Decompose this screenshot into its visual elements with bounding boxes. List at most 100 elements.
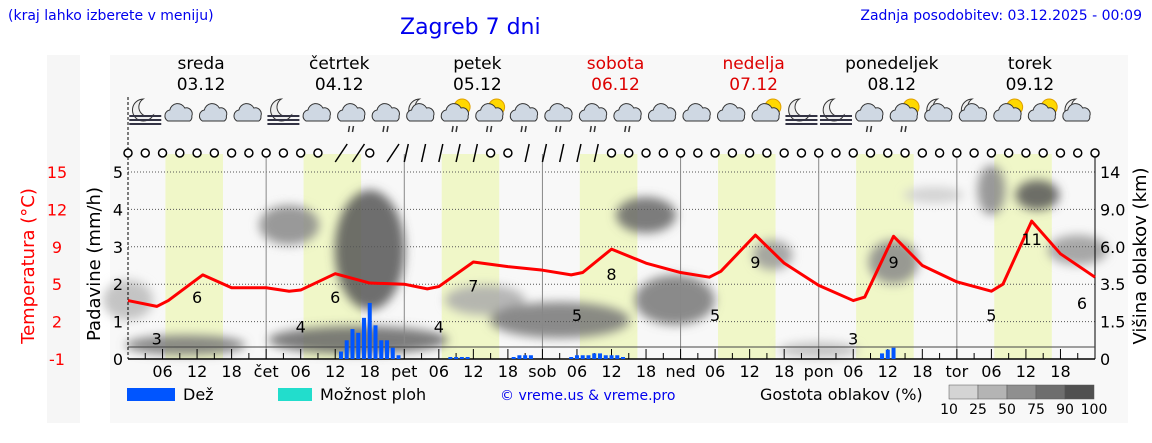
wind-calm-icon — [313, 148, 323, 158]
x-tick-label: 18 — [636, 362, 656, 381]
cloud-icon — [682, 103, 711, 122]
day-name: torek — [1008, 54, 1052, 74]
wind-calm-icon — [123, 148, 133, 158]
wind-calm-icon — [693, 148, 703, 158]
sun-cloud-icon — [1027, 98, 1058, 122]
wind-calm-icon — [365, 148, 375, 158]
rain-bar — [361, 317, 366, 359]
rain-bar — [569, 357, 574, 359]
rain-bar — [621, 357, 626, 359]
cloud-density-area — [444, 285, 525, 315]
x-tick-label: čet — [254, 362, 279, 381]
daylight-band — [165, 154, 223, 359]
temp-label: 9 — [750, 253, 760, 272]
rain-bar — [379, 340, 384, 359]
cloud-rain-icon — [371, 103, 400, 133]
temperature-line — [127, 219, 1096, 308]
wind-barb — [420, 143, 427, 163]
sun-cloud-rain-icon — [475, 98, 506, 133]
wind-calm-icon — [917, 148, 928, 158]
x-tick-label: 18 — [360, 362, 380, 381]
rain-bar — [528, 355, 533, 359]
cloud-icon — [647, 103, 677, 122]
wind-barb — [334, 143, 348, 163]
temp-label: 8 — [606, 265, 616, 284]
day-name: sobota — [587, 54, 645, 74]
x-tick-label: 12 — [878, 362, 898, 381]
cloud-density-swatch — [1035, 384, 1066, 400]
wind-calm-icon — [779, 148, 789, 158]
rain-bar — [592, 353, 597, 359]
x-tick-label: 18 — [1050, 362, 1070, 381]
x-tick-label: 06 — [981, 362, 1001, 381]
wind-calm-icon — [727, 148, 738, 158]
rain-bar — [574, 355, 579, 359]
cloud-density-area — [634, 275, 715, 325]
day-date: 09.12 — [1006, 75, 1055, 95]
day-date: 05.12 — [453, 75, 502, 95]
wind-calm-icon — [140, 148, 151, 158]
rain-bar — [891, 347, 896, 359]
x-tick-label: 12 — [187, 362, 207, 381]
wind-barb — [351, 143, 366, 163]
temp-tick-label: 12 — [47, 200, 67, 219]
temp-tick-label: -1 — [49, 350, 65, 369]
moon-fog-icon — [819, 98, 852, 125]
wind-calm-icon — [831, 148, 841, 158]
cloud-density-area — [489, 302, 630, 338]
rain-bar — [367, 302, 372, 359]
wind-calm-icon — [209, 148, 220, 158]
day-name: petek — [453, 54, 501, 74]
temp-label: 9 — [888, 253, 898, 272]
sun-cloud-rain-icon — [889, 98, 920, 133]
x-tick-label: 12 — [325, 362, 345, 381]
rain-bar — [517, 355, 522, 359]
wind-barb — [524, 143, 530, 163]
wind-barb — [472, 143, 479, 163]
wind-calm-icon — [295, 148, 306, 158]
cloud-height-tick-label: 0 — [1100, 350, 1110, 369]
x-tick-label: 12 — [601, 362, 621, 381]
temp-label: 4 — [296, 318, 306, 337]
rain-bar — [385, 340, 390, 359]
cloud-height-tick-label: 1.5 — [1100, 313, 1125, 332]
rain-bar — [609, 355, 614, 359]
rain-bar — [511, 357, 516, 359]
wind-calm-icon — [813, 148, 824, 158]
temp-label: 6 — [192, 288, 202, 307]
rain-bar — [523, 355, 528, 359]
wind-barb — [403, 143, 410, 163]
rain-legend-label: Dež — [183, 385, 214, 404]
wind-calm-icon — [883, 148, 893, 158]
wind-barb — [576, 143, 582, 163]
wind-calm-icon — [952, 148, 962, 158]
rain-bar — [448, 357, 453, 359]
x-tick-label: 18 — [221, 362, 241, 381]
wind-calm-icon — [848, 148, 858, 158]
moon-cloud-icon — [406, 98, 435, 122]
cloud-rain-icon — [337, 103, 366, 133]
credit-link[interactable]: © vreme.us & vreme.pro — [500, 388, 676, 404]
wind-barb — [438, 143, 444, 163]
x-tick-label: 18 — [912, 362, 932, 381]
cloud-height-tick-label: 6.0 — [1100, 238, 1125, 257]
cloud-density-swatch — [948, 384, 979, 400]
moon-fog-icon — [785, 98, 818, 125]
cloud-rain-icon — [544, 103, 573, 133]
precip-tick-label: 2 — [113, 275, 123, 294]
sun-cloud-icon — [993, 98, 1024, 122]
cloud-density-area — [903, 187, 964, 203]
temp-label: 7 — [468, 277, 478, 296]
rain-bar — [344, 340, 349, 359]
location-note[interactable]: (kraj lahko izberete v meniju) — [8, 8, 214, 24]
wind-calm-icon — [1072, 148, 1083, 158]
cloud-icon — [164, 103, 193, 122]
wind-calm-icon — [278, 148, 289, 158]
cloud-density-area — [1047, 235, 1108, 265]
x-tick-label: 06 — [152, 362, 172, 381]
wind-calm-icon — [865, 148, 876, 158]
x-tick-label: sob — [528, 362, 556, 381]
cloud-density-level: 50 — [998, 402, 1016, 418]
day-name: nedelja — [722, 54, 784, 74]
cloud-density-swatch — [1006, 384, 1037, 400]
